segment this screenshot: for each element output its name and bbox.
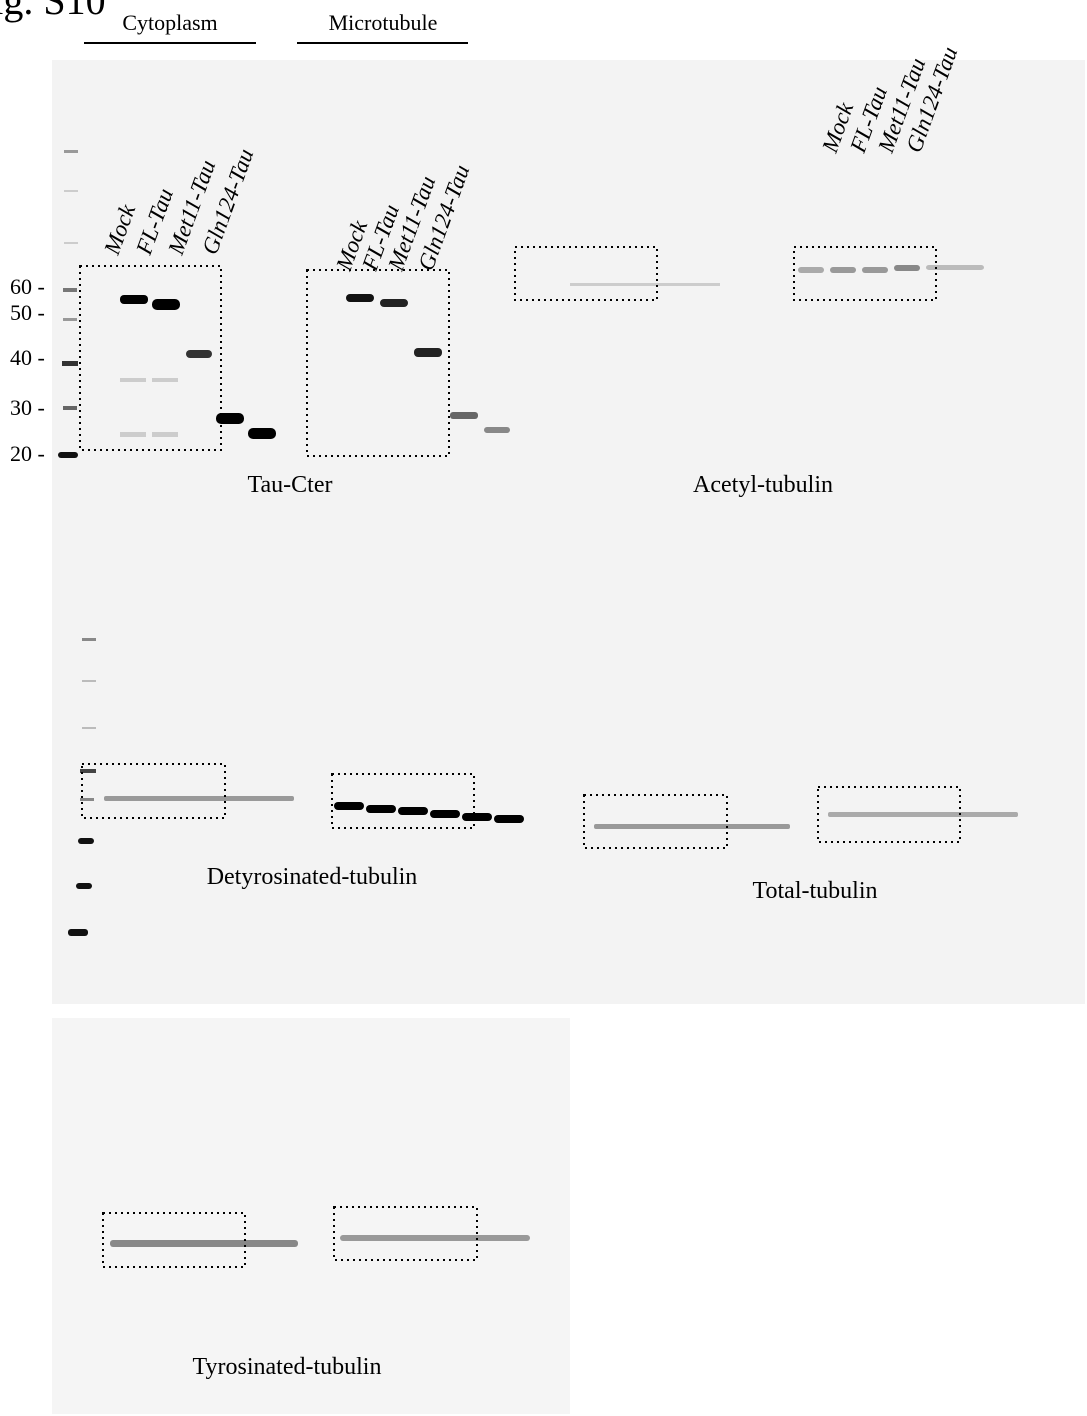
marker-label: 40 - xyxy=(10,345,45,370)
marker-label: 30 - xyxy=(10,395,45,420)
marker-label: 20 - xyxy=(10,441,45,466)
blot-caption: Total-tubulin xyxy=(753,878,878,904)
marker-label: 60 - xyxy=(10,274,45,299)
blot-caption: Tau-Cter xyxy=(248,472,333,498)
figure: Fig. S10 Cytoplasm Microtubule Mock FL-T… xyxy=(0,0,1087,1416)
figure-label: Fig. S10 xyxy=(0,0,106,23)
blot-caption: Tyrosinated-tubulin xyxy=(193,1354,382,1380)
marker-label: 50 - xyxy=(10,300,45,325)
marker-labels: 60 - 50 - 40 - 30 - 20 - xyxy=(10,274,45,466)
blot-caption: Detyrosinated-tubulin xyxy=(207,864,418,890)
fraction-label: Microtubule xyxy=(329,10,438,35)
fraction-label: Cytoplasm xyxy=(122,10,217,35)
blot-caption: Acetyl-tubulin xyxy=(693,472,833,498)
